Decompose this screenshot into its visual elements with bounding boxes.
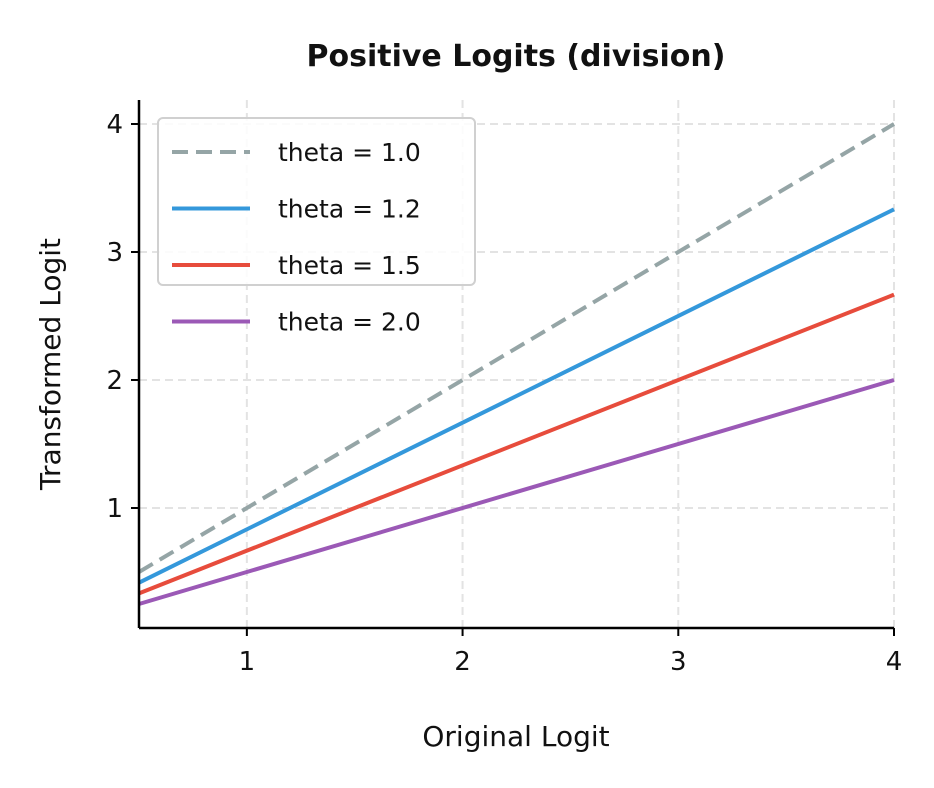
y-tick-label: 1 [106,494,123,524]
legend-box [157,117,476,286]
legend-label: theta = 1.5 [278,251,421,280]
series-line [138,207,895,585]
legend-label: theta = 1.0 [278,138,421,167]
series-line [138,292,895,596]
y-tick-label: 3 [106,238,123,268]
x-tick-label: 1 [239,647,256,677]
x-tick-label: 4 [886,647,903,677]
chart-title: Positive Logits (division) [307,39,726,74]
legend: theta = 1.0 theta = 1.2 theta = 1.5 theta =… [157,117,476,337]
y-tick-label: 2 [106,366,123,396]
y-axis-label: Transformed Logit [34,238,67,491]
series-line [138,378,895,606]
x-tick-label: 3 [670,647,687,677]
y-tick-label: 4 [106,110,123,140]
series-line [137,122,896,574]
legend-label: theta = 2.0 [278,308,421,337]
legend-label: theta = 1.2 [278,195,421,224]
x-axis-label: Original Logit [422,720,609,753]
x-tick-label: 2 [454,647,471,677]
